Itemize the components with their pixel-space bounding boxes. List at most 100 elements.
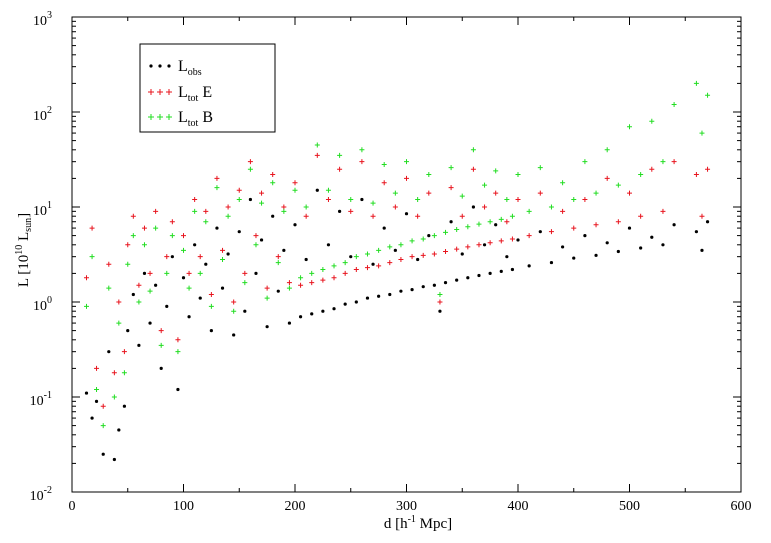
- data-point: [661, 243, 665, 247]
- data-point: [604, 147, 610, 153]
- data-point: [499, 269, 503, 273]
- data-point: [141, 225, 147, 231]
- data-point: [364, 265, 370, 271]
- data-point: [510, 267, 515, 272]
- data-point: [275, 254, 281, 260]
- data-point: [421, 285, 425, 289]
- legend-marker-tot-e: [148, 89, 172, 95]
- data-point: [572, 256, 576, 260]
- data-point: [164, 270, 170, 276]
- legend-label-tot-b: Ltot B: [178, 109, 213, 129]
- data-point: [705, 220, 710, 224]
- data-point: [359, 147, 365, 153]
- data-point: [176, 387, 180, 392]
- data-point: [561, 245, 565, 249]
- data-point: [438, 309, 442, 313]
- data-point: [220, 247, 226, 253]
- data-point: [214, 185, 220, 191]
- data-point: [125, 242, 131, 248]
- data-point: [638, 171, 644, 177]
- points-layer: [83, 80, 711, 462]
- data-point: [275, 260, 281, 266]
- data-point: [370, 200, 376, 206]
- data-point: [509, 236, 515, 242]
- data-point: [494, 223, 498, 227]
- data-point: [409, 238, 415, 244]
- y-tick-label: 101: [33, 200, 52, 219]
- data-point: [548, 229, 554, 235]
- data-point: [243, 309, 247, 313]
- data-point: [242, 280, 248, 286]
- data-point: [387, 244, 393, 250]
- data-point: [154, 283, 158, 287]
- data-point: [471, 205, 475, 209]
- data-point: [448, 165, 454, 171]
- data-point: [465, 244, 471, 250]
- data-point: [443, 249, 449, 255]
- data-point: [526, 208, 532, 214]
- data-point: [454, 226, 460, 232]
- data-point: [416, 257, 420, 262]
- data-point: [270, 171, 276, 177]
- data-point: [615, 219, 621, 225]
- data-point: [649, 118, 655, 124]
- data-point: [337, 166, 343, 172]
- data-point: [639, 246, 643, 250]
- data-point: [122, 404, 127, 408]
- series-2: [83, 80, 711, 429]
- data-point: [527, 264, 531, 268]
- data-point: [515, 196, 521, 202]
- data-point: [214, 175, 220, 181]
- y-tick-label: 100: [33, 295, 52, 314]
- data-point: [232, 333, 236, 337]
- data-point: [169, 219, 175, 225]
- data-point: [198, 296, 202, 300]
- data-point: [538, 230, 542, 234]
- data-point: [460, 252, 464, 256]
- data-point: [292, 180, 298, 186]
- data-point: [147, 288, 153, 294]
- data-point: [410, 288, 414, 292]
- data-point: [100, 423, 106, 429]
- data-point: [594, 253, 598, 257]
- data-point: [376, 247, 382, 253]
- data-point: [326, 243, 331, 247]
- data-point: [381, 162, 387, 168]
- data-point: [371, 262, 375, 266]
- data-point: [470, 166, 476, 172]
- data-point: [111, 370, 117, 376]
- data-point: [404, 175, 409, 181]
- series-1: [83, 152, 711, 409]
- data-point: [231, 299, 237, 305]
- data-point: [254, 271, 258, 276]
- data-point: [265, 325, 269, 329]
- data-point: [354, 300, 358, 304]
- data-point: [175, 337, 181, 343]
- data-point: [560, 208, 566, 214]
- data-point: [365, 296, 370, 300]
- data-point: [292, 187, 298, 193]
- y-tick-label: 103: [33, 10, 52, 29]
- data-point: [293, 223, 297, 227]
- data-point: [106, 285, 112, 291]
- data-point: [381, 180, 387, 186]
- data-point: [498, 216, 504, 222]
- data-point: [493, 168, 499, 174]
- data-point: [671, 159, 677, 165]
- data-point: [700, 248, 704, 252]
- data-point: [392, 190, 398, 196]
- x-axis-label: d [h-1 Mpc]: [384, 514, 452, 532]
- y-tick-label: 102: [33, 105, 52, 124]
- data-point: [136, 282, 142, 288]
- data-point: [247, 159, 253, 165]
- data-point: [392, 204, 398, 210]
- data-point: [112, 457, 116, 462]
- data-point: [332, 307, 336, 311]
- data-point: [158, 342, 164, 348]
- legend-marker-tot-b: [148, 114, 172, 120]
- data-point: [560, 180, 566, 186]
- data-point: [593, 222, 599, 228]
- data-point: [482, 243, 487, 247]
- data-point: [314, 152, 320, 158]
